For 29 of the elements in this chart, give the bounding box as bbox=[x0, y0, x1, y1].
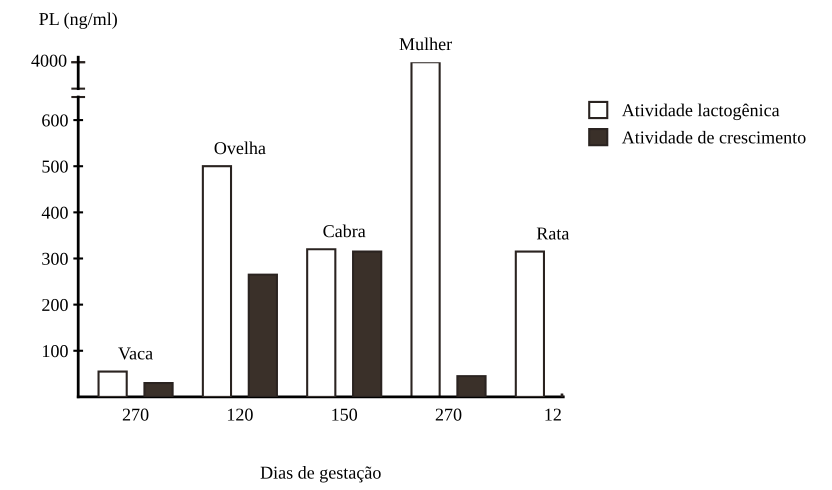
y-tick-label: 600 bbox=[42, 114, 68, 127]
bar bbox=[248, 274, 278, 397]
bar bbox=[143, 382, 174, 397]
text: 4000 bbox=[31, 54, 66, 67]
x-tick-label: 120 bbox=[228, 408, 253, 421]
y-tick-label: 400 bbox=[42, 206, 68, 219]
x-tick-label: 12 bbox=[545, 408, 561, 421]
bar bbox=[456, 375, 487, 397]
y-tick-label: 200 bbox=[42, 298, 68, 312]
bar bbox=[202, 165, 232, 397]
y-tick-label: 100 bbox=[42, 345, 68, 358]
bar bbox=[98, 370, 128, 397]
legend-label: Atividade lactogênica bbox=[622, 104, 780, 120]
x-tick-label: 270 bbox=[436, 408, 462, 421]
x-axis-title: Dias de gestação bbox=[260, 466, 381, 482]
y-axis-title: PL (ng/ml) bbox=[39, 12, 117, 29]
annotation: Vaca bbox=[118, 348, 153, 360]
bar bbox=[514, 250, 546, 397]
annotation: Cabra bbox=[323, 224, 366, 238]
x-tick-label: 270 bbox=[122, 408, 148, 421]
y-tick-label: 300 bbox=[42, 252, 68, 265]
text: Mulher bbox=[400, 38, 452, 50]
bar bbox=[352, 250, 382, 397]
legend-label: Atividade de crescimento bbox=[622, 130, 806, 144]
y-tick-label: 500 bbox=[42, 160, 68, 173]
bar bbox=[306, 248, 336, 397]
x-tick-label: 150 bbox=[332, 408, 358, 421]
annotation: Rata bbox=[536, 228, 570, 240]
annotation: Ovelha bbox=[214, 142, 266, 154]
